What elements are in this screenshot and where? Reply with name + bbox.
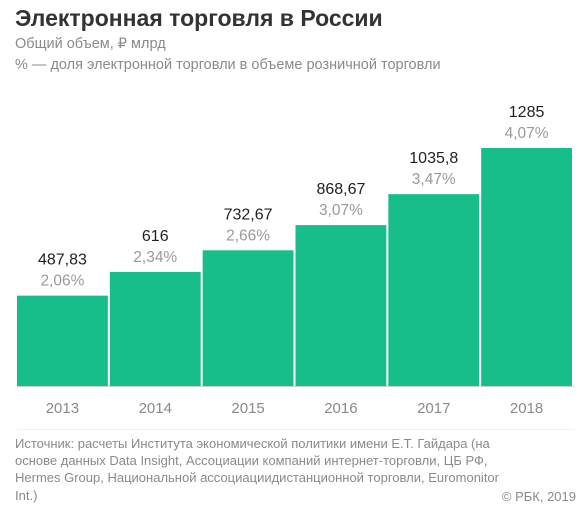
share-label-2014: 2,34% <box>133 249 177 266</box>
value-label-2017: 1035,8 <box>409 150 458 167</box>
bar-2017 <box>388 194 480 386</box>
share-label-2015: 2,66% <box>226 227 270 244</box>
value-label-2015: 732,67 <box>224 206 273 223</box>
bar-2016 <box>295 225 387 386</box>
share-label-2013: 2,06% <box>40 273 84 290</box>
bar-2014 <box>109 271 201 386</box>
value-label-2016: 868,67 <box>316 181 365 198</box>
bar-chart: 487,83 2,06% 2013 616 2,34% 2014 732,67 2,66% 20… <box>17 104 574 430</box>
share-label-2016: 3,07% <box>319 202 363 219</box>
x-tick-2013: 2013 <box>46 400 79 417</box>
x-tick-2017: 2017 <box>417 400 450 417</box>
chart-title: Электронная торговля в России <box>15 5 383 31</box>
bar-2015 <box>202 250 294 386</box>
x-tick-2014: 2014 <box>139 400 172 417</box>
copyright: © РБК, 2019 <box>501 489 576 504</box>
share-label-2018: 4,07% <box>505 125 549 142</box>
x-tick-2015: 2015 <box>231 400 264 417</box>
source-note: Источник: расчеты Института экономическо… <box>15 436 499 503</box>
value-label-2014: 616 <box>142 228 169 245</box>
chart-subtitle-share: % — доля электронной торговли в объеме р… <box>15 57 441 73</box>
share-label-2017: 3,47% <box>412 171 456 188</box>
chart-subtitle-units: Общий объем, ₽ млрд <box>15 36 166 52</box>
bar-2018 <box>481 148 572 386</box>
value-label-2018: 1285 <box>509 104 545 121</box>
x-tick-2018: 2018 <box>510 400 543 417</box>
x-tick-2016: 2016 <box>324 400 357 417</box>
bar-2013 <box>17 295 108 386</box>
value-label-2013: 487,83 <box>38 252 87 269</box>
